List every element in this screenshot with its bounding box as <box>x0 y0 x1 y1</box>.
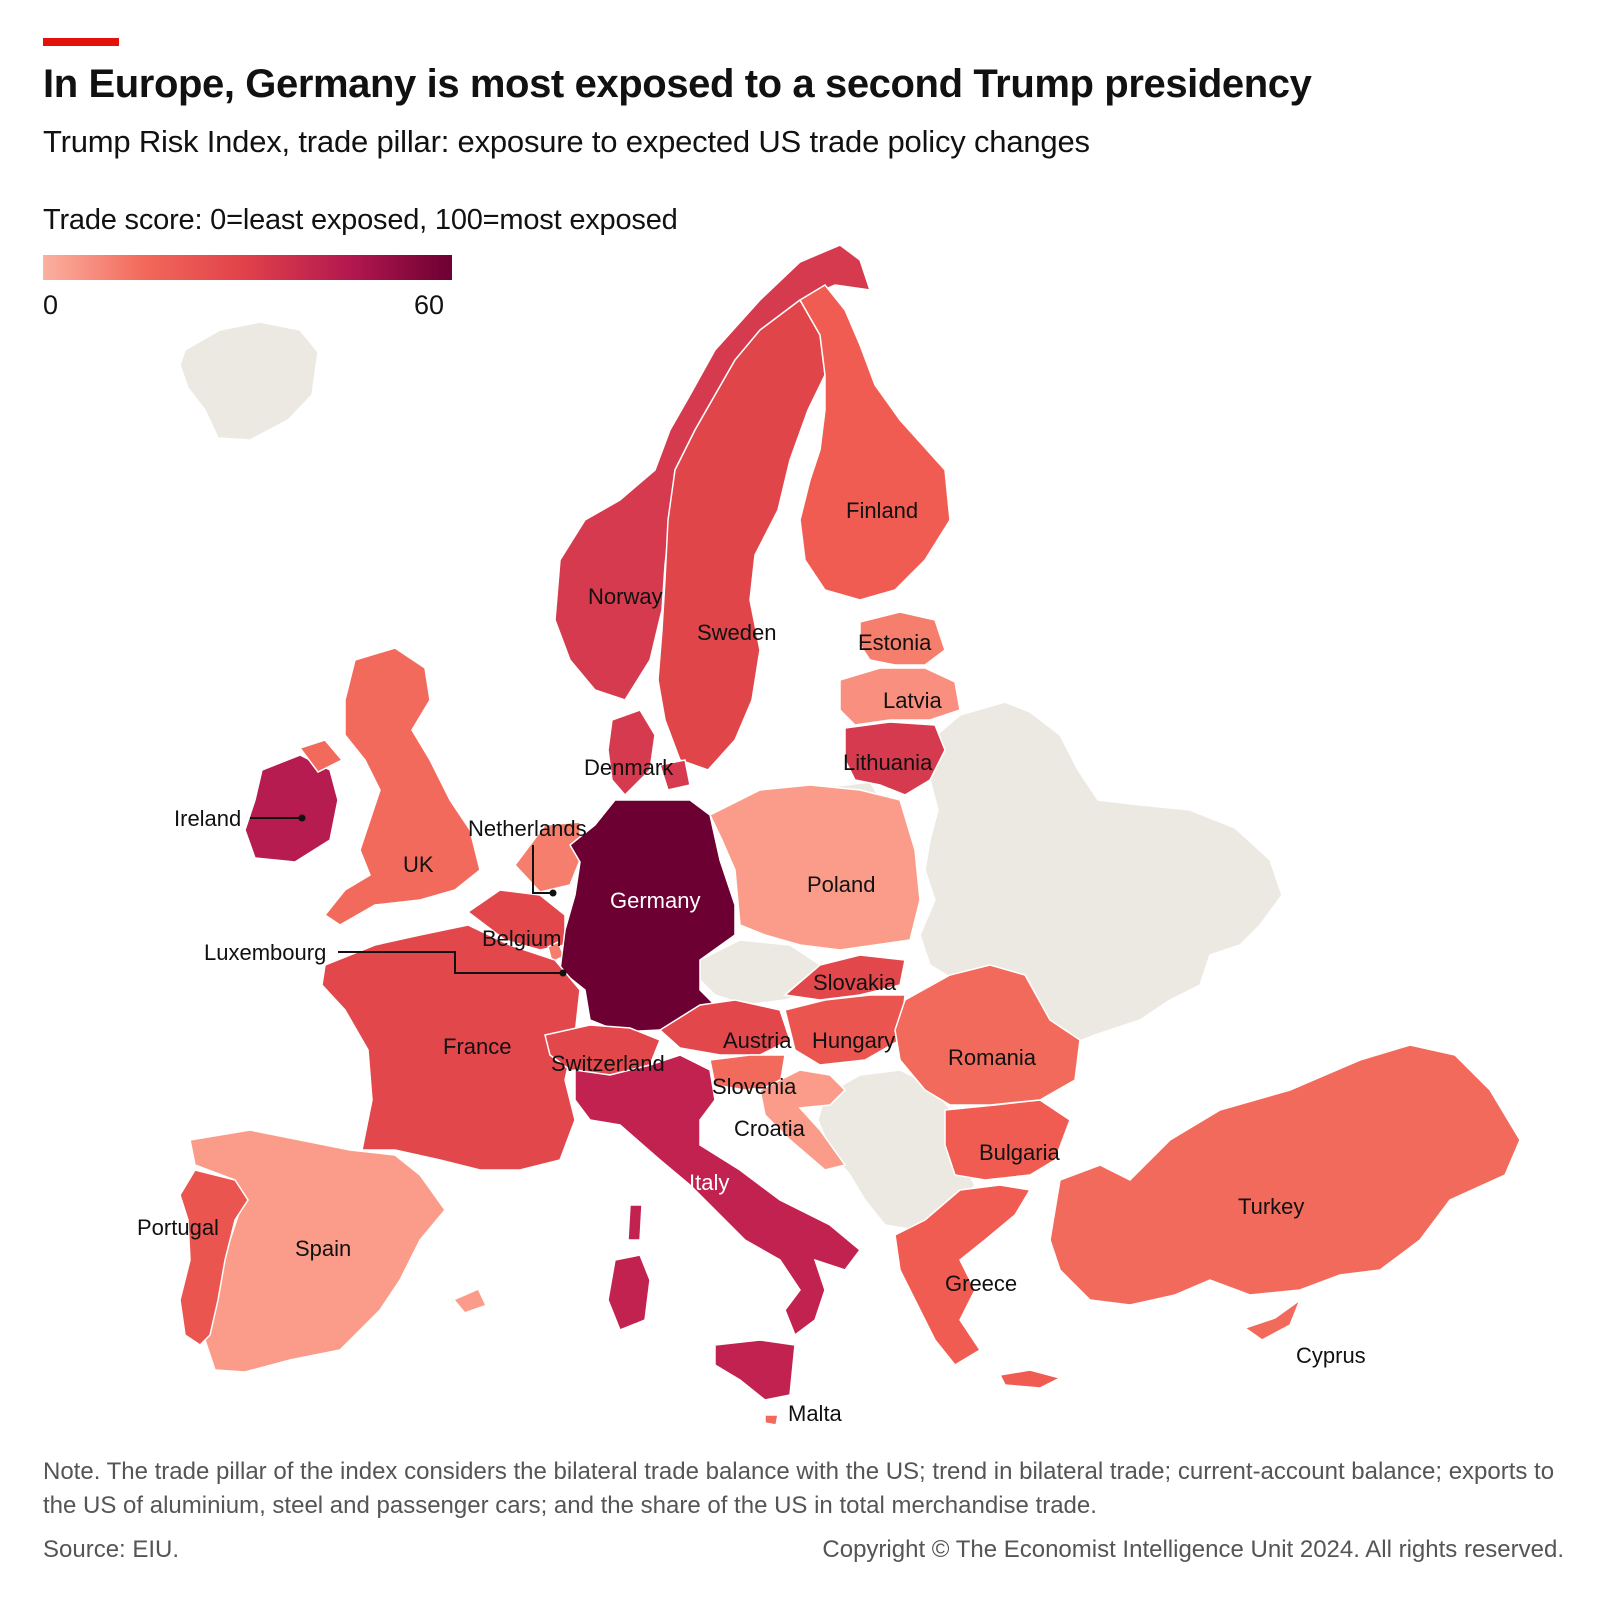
country-shapes <box>179 244 1521 1426</box>
label-slovenia: Slovenia <box>712 1074 797 1099</box>
ireland-shape <box>244 754 339 863</box>
label-austria: Austria <box>723 1028 792 1053</box>
finland-shape <box>798 284 951 601</box>
chart-title: In Europe, Germany is most exposed to a … <box>43 62 1312 106</box>
label-poland: Poland <box>807 872 876 897</box>
label-belgium: Belgium <box>482 926 561 951</box>
eastern-europe-shape <box>919 701 1283 1046</box>
legend-title: Trade score: 0=least exposed, 100=most e… <box>43 204 678 236</box>
label-hungary: Hungary <box>812 1028 895 1053</box>
label-germany: Germany <box>610 888 700 913</box>
turkey-shape <box>1049 1044 1521 1306</box>
label-estonia: Estonia <box>858 630 932 655</box>
label-switzerland: Switzerland <box>551 1051 665 1076</box>
malta-shape <box>764 1414 779 1426</box>
label-bulgaria: Bulgaria <box>979 1140 1060 1165</box>
label-finland: Finland <box>846 498 918 523</box>
poland-shape <box>709 784 921 951</box>
label-portugal: Portugal <box>137 1215 219 1240</box>
sweden-shape <box>657 298 826 771</box>
label-croatia: Croatia <box>734 1116 806 1141</box>
france-shape <box>321 924 581 1171</box>
chart-subtitle: Trump Risk Index, trade pillar: exposure… <box>43 124 1090 159</box>
label-italy: Italy <box>689 1170 729 1195</box>
accent-bar <box>43 38 119 46</box>
austria-shape <box>658 999 791 1056</box>
iceland-shape <box>179 321 319 441</box>
legend-max-label: 60 <box>414 290 445 320</box>
label-denmark: Denmark <box>584 755 674 780</box>
estonia-shape <box>859 611 946 666</box>
label-turkey: Turkey <box>1238 1194 1304 1219</box>
luxembourg-leader-dot <box>559 969 567 977</box>
luxembourg-leader-line <box>338 951 563 974</box>
lithuania-shape <box>844 721 946 796</box>
leader-lines <box>250 817 563 974</box>
croatia-shape <box>759 1069 847 1171</box>
germany-shape <box>559 799 736 1033</box>
label-luxembourg: Luxembourg <box>204 940 326 965</box>
latvia-shape <box>839 667 961 726</box>
label-greece: Greece <box>945 1271 1017 1296</box>
source-label: Source: EIU. <box>43 1536 180 1563</box>
label-cyprus: Cyprus <box>1296 1343 1366 1368</box>
label-ireland: Ireland <box>174 806 241 831</box>
copyright-label: Copyright © The Economist Intelligence U… <box>822 1536 1564 1563</box>
netherlands-leader-dot <box>549 889 557 897</box>
country-labels: Norway Sweden Finland Estonia Latvia Lit… <box>137 498 1366 1426</box>
label-netherlands: Netherlands <box>468 816 587 841</box>
netherlands-leader-line <box>532 845 553 894</box>
denmark-shape <box>607 709 691 797</box>
greece-shape <box>894 1184 1063 1389</box>
balearic-islands-shape <box>455 1290 485 1312</box>
legend-gradient <box>43 255 452 280</box>
uk-shape <box>298 647 481 926</box>
cyprus-shape <box>1243 1297 1302 1341</box>
label-lithuania: Lithuania <box>843 750 933 775</box>
label-spain: Spain <box>295 1236 351 1261</box>
footnote: Note. The trade pillar of the index cons… <box>43 1458 1555 1519</box>
portugal-shape <box>179 1169 249 1346</box>
spain-shape <box>189 1129 446 1373</box>
label-latvia: Latvia <box>883 688 942 713</box>
ireland-leader-dot <box>298 814 306 822</box>
label-malta: Malta <box>788 1401 843 1426</box>
legend-min-label: 0 <box>43 290 59 320</box>
bulgaria-shape <box>944 1099 1071 1181</box>
label-romania: Romania <box>948 1045 1037 1070</box>
romania-shape <box>894 964 1081 1106</box>
italy-shape <box>574 1054 862 1401</box>
leader-dots <box>298 814 567 977</box>
label-uk: UK <box>403 852 434 877</box>
label-sweden: Sweden <box>697 620 777 645</box>
label-france: France <box>443 1034 511 1059</box>
label-slovakia: Slovakia <box>813 970 897 995</box>
label-norway: Norway <box>588 584 663 609</box>
